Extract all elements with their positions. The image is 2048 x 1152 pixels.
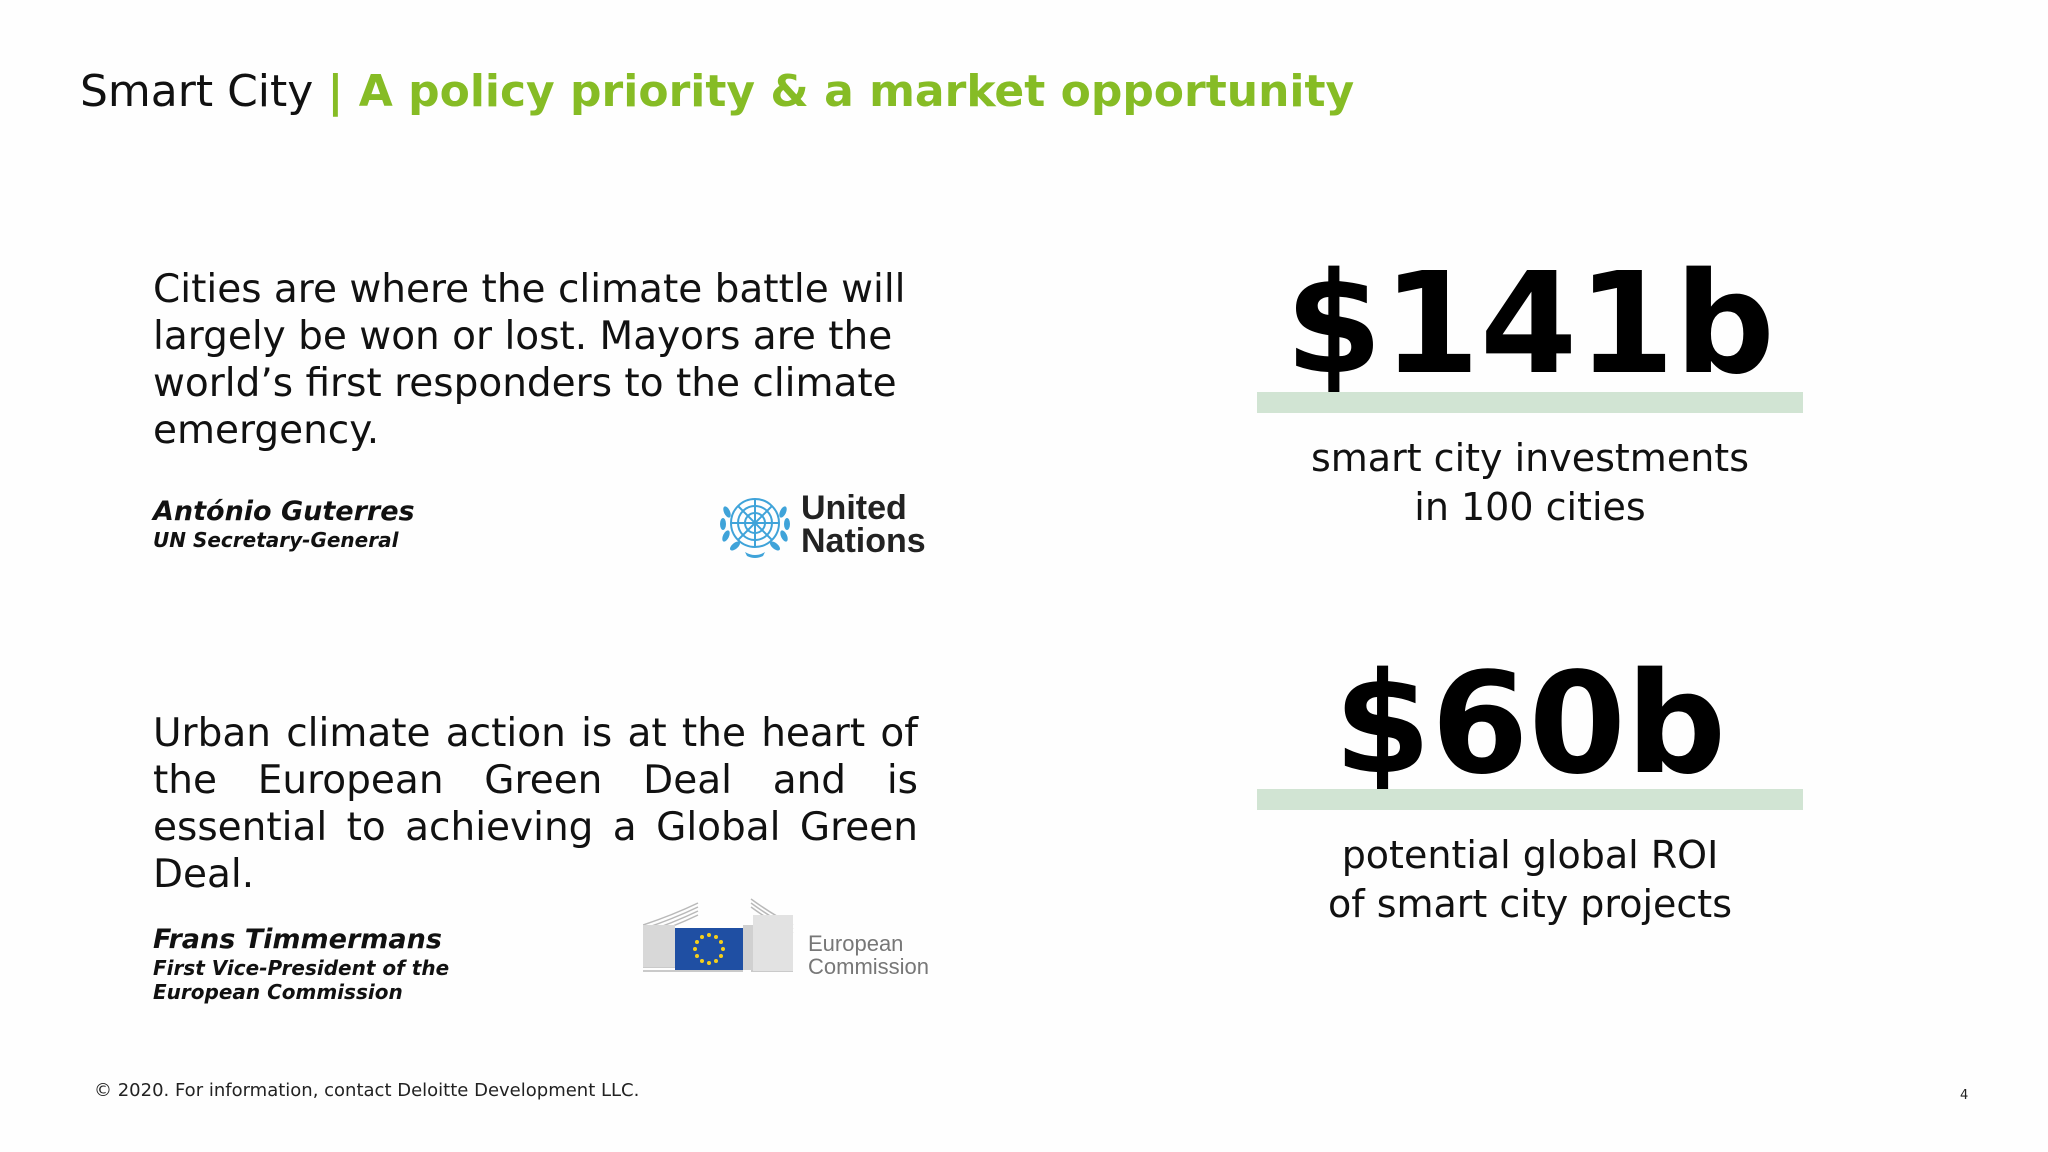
author-name: Frans Timmermans — [153, 924, 442, 955]
quote-text-timmermans: Urban climate action is at the heart of … — [153, 711, 918, 897]
stat-underline-bar — [1257, 789, 1803, 810]
united-nations-logo: United Nations — [715, 489, 926, 560]
ec-logo-wordmark: European Commission — [808, 931, 930, 979]
un-emblem-icon — [720, 498, 790, 558]
quote-text-guterres: Cities are where the climate battle will… — [153, 267, 906, 453]
stat-description-investments: smart city investments in 100 cities — [1310, 436, 1749, 529]
european-commission-logo: European Commission — [643, 895, 933, 979]
author-role-line1: First Vice-President of the — [153, 956, 450, 980]
author-role-line2: European Commission — [153, 980, 403, 1004]
stat-underline-bar — [1257, 392, 1803, 413]
author-name: António Guterres — [153, 496, 415, 527]
quote-author-guterres: António Guterres UN Secretary-General — [153, 496, 415, 552]
page-number: 4 — [1960, 1088, 1969, 1103]
footer-copyright: © 2020. For information, contact Deloitt… — [94, 1080, 640, 1101]
european-commission-emblem-icon — [643, 898, 794, 972]
stat-value-investments: $141b — [1285, 243, 1775, 406]
stat-description-roi: potential global ROI of smart city proje… — [1327, 833, 1732, 926]
stat-value-roi: $60b — [1333, 643, 1727, 806]
author-role: UN Secretary-General — [153, 528, 399, 552]
quote-author-timmermans: Frans Timmermans First Vice-President of… — [153, 924, 449, 1004]
slide-title: Smart City | A policy priority & a marke… — [80, 66, 1354, 117]
title-accent: | A policy priority & a market opportuni… — [327, 66, 1355, 117]
un-logo-wordmark: United Nations — [801, 489, 926, 560]
title-main: Smart City — [80, 66, 314, 117]
